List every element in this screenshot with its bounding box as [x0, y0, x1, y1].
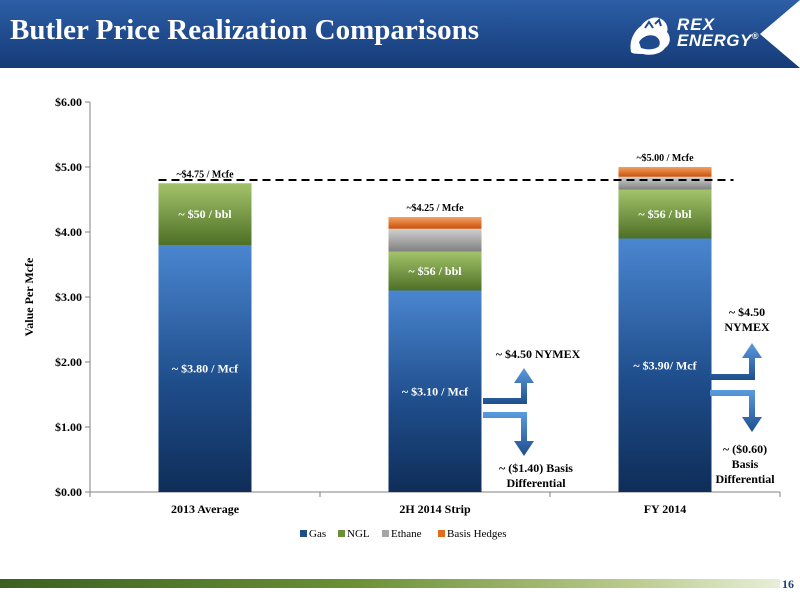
legend-swatch-basis-hedges: [438, 530, 445, 537]
trademark-symbol: ®: [751, 31, 759, 41]
x-tick-label: FY 2014: [644, 502, 687, 516]
legend-label-basis-hedges: Basis Hedges: [447, 528, 507, 540]
total-value-label: ~$4.25 / Mcfe: [406, 203, 464, 214]
bar-basis-hedges-2h-2014-strip: [388, 217, 482, 229]
y-tick-label: $2.00: [55, 355, 82, 369]
fy-nymex-label-line2: NYMEX: [724, 320, 770, 334]
y-axis-ticks: $0.00 $1.00 $2.00 $3.00 $4.00 $5.00 $6.00: [55, 95, 90, 499]
logo-text-energy: ENERGY®: [677, 31, 759, 51]
x-axis-labels: 2013 Average 2H 2014 Strip FY 2014: [89, 492, 781, 516]
bars: [158, 167, 712, 492]
fy-basis-label-line2: Basis: [732, 457, 759, 471]
bar-gas-2013-average: [158, 245, 252, 492]
legend-swatch-gas: [300, 530, 307, 537]
header-banner: Butler Price Realization Comparisons REX…: [0, 0, 800, 68]
bar-ngl-fy-2014: [618, 189, 712, 239]
segment-value-label: ~ $3.10 / Mcf: [402, 384, 469, 398]
legend-label-gas: Gas: [309, 528, 326, 540]
bar-labels: ~ $3.80 / Mcf ~ $50 / bbl ~ $3.10 / Mcf ~ $…: [172, 153, 698, 398]
legend-label-ngl: NGL: [347, 528, 370, 540]
arrow-group-strip: ~ $4.50 NYMEX ~ ($1.40) Basis Differenti…: [483, 347, 581, 490]
header-notch: [760, 0, 800, 68]
bar-ethane-fy-2014: [618, 176, 712, 190]
up-arrow-icon: [483, 368, 534, 404]
y-tick-label: $6.00: [55, 95, 82, 109]
y-tick-label: $1.00: [55, 420, 82, 434]
x-tick-label: 2013 Average: [171, 502, 240, 516]
arrow-group-fy: ~ $4.50 NYMEX ~ ($0.60) Basis Differenti…: [710, 305, 775, 486]
strip-basis-label-line2: Differential: [506, 476, 566, 490]
legend-swatch-ngl: [338, 530, 345, 537]
bar-gas-2h-2014-strip: [388, 290, 482, 492]
segment-value-label: ~ $3.80 / Mcf: [172, 362, 239, 376]
segment-value-label: ~ $50 / bbl: [178, 207, 232, 221]
y-axis-label: Value Per Mcfe: [22, 257, 36, 336]
up-arrow-icon: [710, 343, 762, 380]
segment-value-label: ~ $3.90/ Mcf: [633, 358, 697, 372]
x-tick-label: 2H 2014 Strip: [399, 502, 471, 516]
rex-energy-logo: REX ENERGY®: [625, 10, 800, 60]
legend-swatch-ethane: [382, 530, 389, 537]
bar-ngl-2h-2014-strip: [388, 251, 482, 291]
footer-bar: [0, 579, 780, 588]
lion-icon: [630, 17, 670, 55]
down-arrow-icon: [710, 390, 762, 432]
fy-nymex-label-line1: ~ $4.50: [729, 305, 765, 319]
page-number: 16: [782, 577, 794, 591]
strip-nymex-label: ~ $4.50 NYMEX: [496, 347, 581, 361]
logo-text-energy-word: ENERGY: [677, 31, 752, 50]
bar-ngl-2013-average: [158, 183, 252, 245]
y-tick-label: $3.00: [55, 290, 82, 304]
bar-gas-fy-2014: [618, 238, 712, 492]
y-tick-label: $0.00: [55, 485, 82, 499]
fy-basis-label-line3: Differential: [715, 472, 775, 486]
y-tick-label: $5.00: [55, 160, 82, 174]
legend-label-ethane: Ethane: [391, 528, 422, 540]
fy-basis-label-line1: ~ ($0.60): [723, 442, 767, 456]
legend: Gas NGL Ethane Basis Hedges: [300, 528, 507, 540]
total-value-label: ~$5.00 / Mcfe: [636, 153, 694, 164]
y-tick-label: $4.00: [55, 225, 82, 239]
segment-value-label: ~ $56 / bbl: [638, 207, 692, 221]
segment-value-label: ~ $56 / bbl: [408, 264, 462, 278]
bar-basis-hedges-fy-2014: [618, 167, 712, 177]
stacked-bar-chart: $0.00 $1.00 $2.00 $3.00 $4.00 $5.00 $6.00 Valu…: [22, 95, 781, 540]
down-arrow-icon: [483, 412, 534, 456]
page-title: Butler Price Realization Comparisons: [10, 14, 480, 46]
strip-basis-label-line1: ~ ($1.40) Basis: [499, 461, 573, 475]
logo-text-rex: REX: [677, 15, 715, 34]
bar-ethane-2h-2014-strip: [388, 228, 482, 252]
total-value-label: ~$4.75 / Mcfe: [176, 169, 234, 180]
